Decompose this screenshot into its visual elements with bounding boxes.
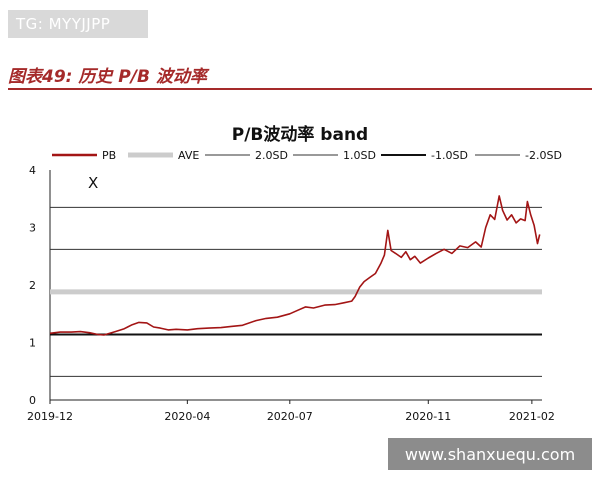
x-tick-label: 2021-02	[509, 410, 555, 423]
legend-label-20sd: 2.0SD	[255, 149, 288, 162]
watermark: www.shanxuequ.com	[388, 438, 592, 470]
chart-annotation: X	[88, 174, 98, 192]
chart-title: P/B波动率 band	[231, 125, 369, 145]
legend-label-20sd: -2.0SD	[525, 149, 562, 162]
y-tick-label: 2	[29, 279, 36, 292]
y-tick-label: 3	[29, 222, 36, 235]
y-tick-label: 0	[29, 394, 36, 407]
x-tick-label: 2019-12	[27, 410, 73, 423]
x-tick-label: 2020-04	[164, 410, 210, 423]
y-tick-label: 1	[29, 337, 36, 350]
chart-legend: PB AVE 2.0SD 1.0SD -1.0SD -2.0SD	[52, 149, 562, 162]
chart-axes: 0 1 2 3 4 2019-12 2020-04 2020-07 2020-11 2021-02	[27, 164, 555, 423]
band-lines	[50, 206, 542, 377]
figure-caption: 图表49: 历史 P/B 波动率	[8, 67, 207, 87]
legend-label-10sd: 1.0SD	[343, 149, 376, 162]
x-tick-label: 2020-07	[267, 410, 313, 423]
source-badge: TG: MYYJJPP	[8, 10, 148, 38]
series-line-pb	[49, 195, 541, 336]
caption-rule	[8, 88, 592, 90]
legend-label-10sd: -1.0SD	[431, 149, 468, 162]
legend-label-pb: PB	[102, 149, 116, 162]
legend-label-ave: AVE	[178, 149, 199, 162]
series-lines	[49, 195, 541, 336]
y-tick-label: 4	[29, 164, 36, 177]
x-tick-label: 2020-11	[405, 410, 451, 423]
